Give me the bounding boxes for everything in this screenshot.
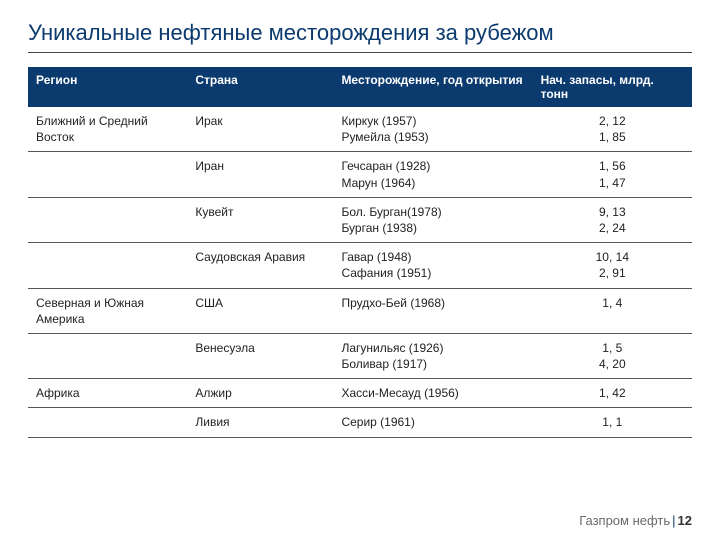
cell-reserves: 2, 121, 85 [533,107,692,152]
col-region: Регион [28,67,187,107]
cell-region: Ближний и Средний Восток [28,107,187,152]
cell-region [28,197,187,242]
slide-title: Уникальные нефтяные месторождения за руб… [28,20,692,46]
footer: Газпром нефть|12 [28,513,692,528]
cell-country: Ирак [187,107,333,152]
table-row: ВенесуэлаЛагунильяс (1926)Боливар (1917)… [28,333,692,378]
cell-region: Африка [28,379,187,408]
cell-region: Северная и Южная Америка [28,288,187,333]
table-row: Ближний и Средний ВостокИракКиркук (1957… [28,107,692,152]
cell-country: Иран [187,152,333,197]
col-reserves: Нач. запасы, млрд. тонн [533,67,692,107]
slide: Уникальные нефтяные месторождения за руб… [0,0,720,540]
cell-field: Гечсаран (1928)Марун (1964) [333,152,532,197]
cell-country: Венесуэла [187,333,333,378]
cell-field: Серир (1961) [333,408,532,437]
cell-reserves: 1, 42 [533,379,692,408]
cell-reserves: 9, 132, 24 [533,197,692,242]
table-body: Ближний и Средний ВостокИракКиркук (1957… [28,107,692,437]
cell-field: Прудхо-Бей (1968) [333,288,532,333]
footer-separator: | [670,513,677,528]
col-field: Месторождение, год открытия [333,67,532,107]
table-header-row: Регион Страна Месторождение, год открыти… [28,67,692,107]
cell-country: Кувейт [187,197,333,242]
cell-region [28,152,187,197]
cell-field: Хасси-Месауд (1956) [333,379,532,408]
cell-field: Киркук (1957)Румейла (1953) [333,107,532,152]
cell-country: Ливия [187,408,333,437]
cell-reserves: 10, 142, 91 [533,243,692,288]
cell-reserves: 1, 561, 47 [533,152,692,197]
table-row: ИранГечсаран (1928)Марун (1964)1, 561, 4… [28,152,692,197]
footer-brand: Газпром нефть [579,513,670,528]
cell-reserves: 1, 4 [533,288,692,333]
oil-fields-table: Регион Страна Месторождение, год открыти… [28,67,692,438]
cell-field: Лагунильяс (1926)Боливар (1917) [333,333,532,378]
table-row: ЛивияСерир (1961)1, 1 [28,408,692,437]
cell-reserves: 1, 1 [533,408,692,437]
cell-country: Алжир [187,379,333,408]
table-row: Саудовская АравияГавар (1948)Сафания (19… [28,243,692,288]
cell-region [28,243,187,288]
table-row: Северная и Южная АмерикаСШАПрудхо-Бей (1… [28,288,692,333]
cell-country: США [187,288,333,333]
cell-field: Бол. Бурган(1978)Бурган (1938) [333,197,532,242]
table-row: КувейтБол. Бурган(1978)Бурган (1938)9, 1… [28,197,692,242]
col-country: Страна [187,67,333,107]
footer-page: 12 [678,513,692,528]
cell-region [28,333,187,378]
table-row: АфрикаАлжирХасси-Месауд (1956)1, 42 [28,379,692,408]
cell-field: Гавар (1948)Сафания (1951) [333,243,532,288]
cell-region [28,408,187,437]
cell-country: Саудовская Аравия [187,243,333,288]
title-rule [28,52,692,53]
cell-reserves: 1, 54, 20 [533,333,692,378]
